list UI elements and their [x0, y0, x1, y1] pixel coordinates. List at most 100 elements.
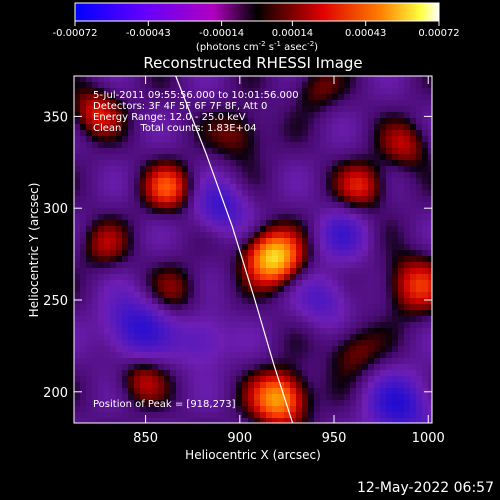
heatmap-cell	[248, 304, 255, 311]
heatmap-cell	[362, 154, 369, 161]
heatmap-cell	[116, 88, 123, 95]
heatmap-cell	[86, 166, 93, 173]
heatmap-cell	[302, 418, 309, 423]
heatmap-cell	[146, 118, 153, 125]
heatmap-cell	[404, 94, 411, 101]
heatmap-cell	[332, 112, 339, 119]
heatmap-cell	[260, 274, 267, 281]
heatmap-cell	[380, 238, 387, 245]
heatmap-cell	[278, 178, 285, 185]
heatmap-cell	[122, 88, 129, 95]
heatmap-cell	[74, 76, 81, 83]
heatmap-cell	[104, 256, 111, 263]
heatmap-cell	[368, 202, 375, 209]
heatmap-cell	[98, 340, 105, 347]
heatmap-cell	[368, 148, 375, 155]
heatmap-cell	[332, 370, 339, 377]
heatmap-cell	[308, 352, 315, 359]
heatmap-cell	[194, 112, 201, 119]
heatmap-cell	[164, 394, 171, 401]
heatmap-cell	[182, 286, 189, 293]
heatmap-cell	[164, 178, 171, 185]
heatmap-cell	[236, 190, 243, 197]
heatmap-cell	[278, 328, 285, 335]
heatmap-cell	[272, 142, 279, 149]
heatmap-cell	[218, 214, 225, 221]
heatmap-cell	[248, 94, 255, 101]
heatmap-cell	[404, 394, 411, 401]
heatmap-cell	[374, 160, 381, 167]
heatmap-cell	[266, 172, 273, 179]
heatmap-cell	[224, 340, 231, 347]
heatmap-cell	[278, 370, 285, 377]
heatmap-cell	[290, 154, 297, 161]
heatmap-cell	[140, 268, 147, 275]
heatmap-cell	[380, 292, 387, 299]
heatmap-cell	[92, 346, 99, 353]
heatmap-cell	[332, 376, 339, 383]
heatmap-cell	[296, 142, 303, 149]
heatmap-cell	[158, 280, 165, 287]
heatmap-cell	[338, 142, 345, 149]
heatmap-cell	[146, 244, 153, 251]
heatmap-cell	[380, 286, 387, 293]
heatmap-cell	[326, 160, 333, 167]
heatmap-cell	[224, 142, 231, 149]
colorbar-tick-labels: -0.00072 -0.00043 -0.00014 0.00014 0.00043 0.…	[53, 28, 460, 39]
heatmap-cell	[254, 382, 261, 389]
heatmap-cell	[140, 184, 147, 191]
heatmap-cell	[374, 304, 381, 311]
heatmap-cell	[392, 322, 399, 329]
heatmap-cell	[344, 292, 351, 299]
heatmap-cell	[374, 148, 381, 155]
heatmap-cell	[80, 340, 87, 347]
heatmap-cell	[242, 142, 249, 149]
heatmap-cell	[170, 226, 177, 233]
heatmap-cell	[134, 280, 141, 287]
heatmap-cell	[416, 184, 423, 191]
heatmap-cell	[272, 112, 279, 119]
heatmap-cell	[152, 418, 159, 423]
heatmap-cell	[146, 418, 153, 423]
heatmap-cell	[170, 322, 177, 329]
heatmap-cell	[284, 166, 291, 173]
heatmap-cell	[236, 172, 243, 179]
heatmap-cell	[188, 226, 195, 233]
heatmap-cell	[206, 220, 213, 227]
heatmap-cell	[380, 250, 387, 257]
heatmap-cell	[428, 160, 432, 167]
heatmap-cell	[290, 250, 297, 257]
heatmap-cell	[248, 136, 255, 143]
heatmap-cell	[86, 328, 93, 335]
heatmap-cell	[110, 262, 117, 269]
heatmap-cell	[200, 94, 207, 101]
heatmap-cell	[422, 178, 429, 185]
heatmap-cell	[230, 310, 237, 317]
heatmap-cell	[74, 250, 81, 257]
heatmap-cell	[422, 238, 429, 245]
heatmap-cell	[92, 292, 99, 299]
heatmap-cell	[314, 328, 321, 335]
heatmap-cell	[350, 364, 357, 371]
heatmap-cell	[212, 406, 219, 413]
heatmap-cell	[326, 118, 333, 125]
heatmap-cell	[128, 124, 135, 131]
heatmap-cell	[116, 220, 123, 227]
heatmap-cell	[410, 82, 417, 89]
heatmap-cell	[176, 238, 183, 245]
heatmap-cell	[314, 88, 321, 95]
heatmap-cell	[314, 358, 321, 365]
heatmap-cell	[314, 196, 321, 203]
heatmap-cell	[326, 322, 333, 329]
heatmap-cell	[224, 346, 231, 353]
heatmap-cell	[308, 244, 315, 251]
heatmap-cell	[236, 376, 243, 383]
heatmap-cell	[422, 184, 429, 191]
heatmap-cell	[110, 112, 117, 119]
heatmap-cell	[314, 418, 321, 423]
heatmap-cell	[320, 310, 327, 317]
heatmap-cell	[254, 190, 261, 197]
heatmap-cell	[122, 382, 129, 389]
heatmap-cell	[302, 274, 309, 281]
heatmap-cell	[344, 352, 351, 359]
